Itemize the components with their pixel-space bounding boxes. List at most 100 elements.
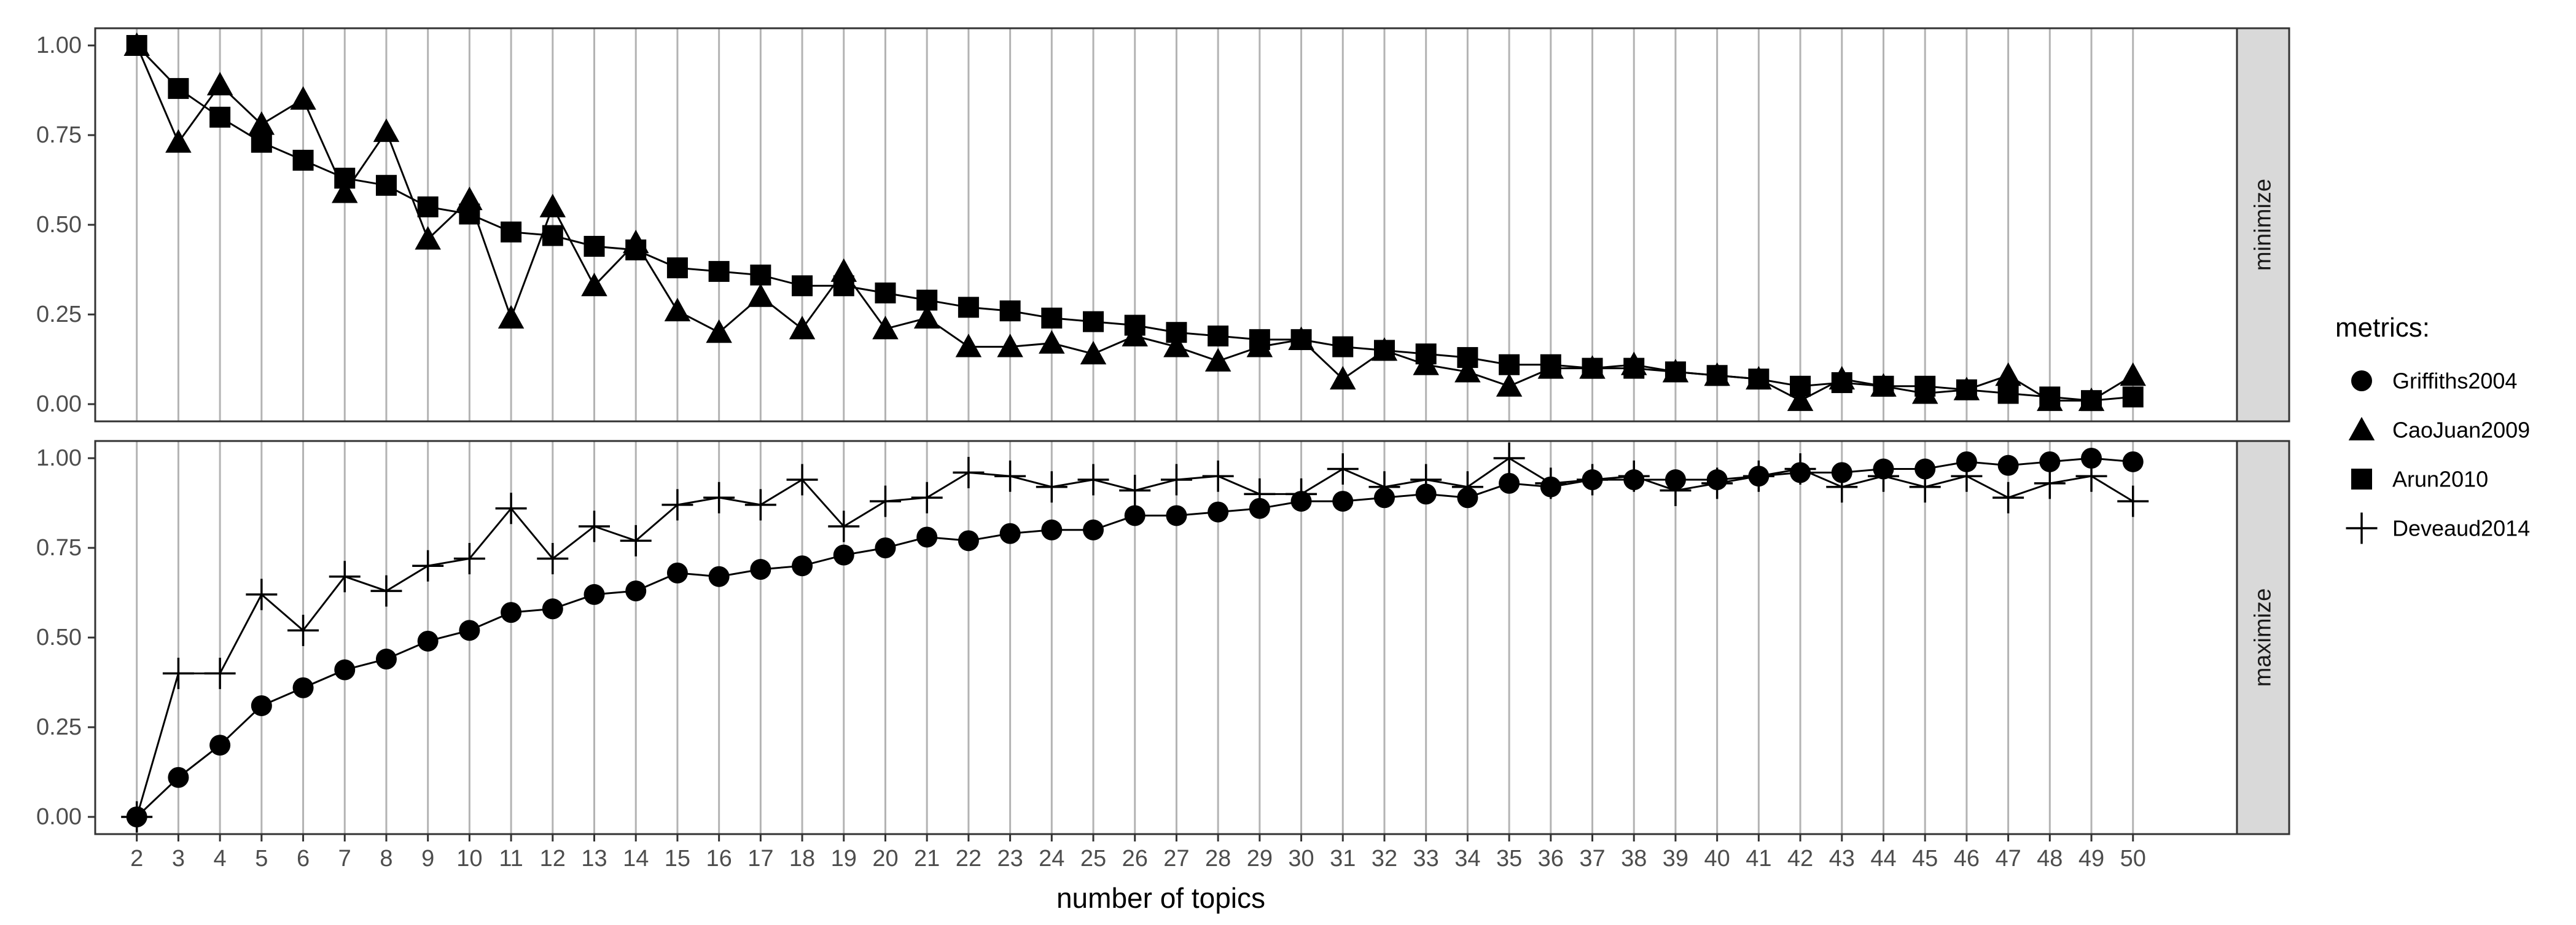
- data-point: [1956, 379, 1977, 400]
- x-tick-label: 49: [2078, 846, 2104, 872]
- data-point: [1623, 357, 1645, 379]
- data-point: [869, 485, 901, 517]
- data-point: [1451, 471, 1483, 503]
- data-point: [999, 300, 1021, 322]
- x-tick-label: 30: [1288, 846, 1314, 872]
- data-point: [375, 174, 397, 196]
- data-point: [620, 525, 652, 556]
- legend-key: [2351, 370, 2372, 391]
- data-point: [1997, 455, 2019, 476]
- y-tick-label: 0.50: [36, 212, 82, 238]
- data-point: [916, 289, 938, 311]
- legend-label: Arun2010: [2392, 467, 2488, 492]
- data-point: [1867, 460, 1899, 492]
- data-point: [542, 225, 563, 246]
- x-tick-label: 45: [1912, 846, 1938, 872]
- data-point: [1660, 475, 1692, 507]
- data-point: [1535, 467, 1567, 499]
- data-point: [833, 275, 854, 297]
- data-point: [165, 129, 192, 153]
- data-point: [415, 226, 441, 250]
- legend: metrics: Griffiths2004 CaoJuan2009 Arun2010…: [2335, 313, 2530, 544]
- data-point: [1496, 373, 1523, 397]
- data-point: [1080, 340, 1107, 365]
- legend-title: metrics:: [2335, 313, 2430, 343]
- data-point: [370, 575, 402, 607]
- x-tick-label: 17: [747, 846, 773, 872]
- data-point: [495, 493, 527, 525]
- legend-key: [2346, 512, 2378, 544]
- y-tick-label: 0.00: [36, 391, 82, 417]
- data-point: [329, 561, 361, 593]
- data-point: [875, 282, 896, 303]
- data-point: [287, 614, 319, 646]
- data-point: [542, 598, 563, 620]
- x-tick-label: 48: [2037, 846, 2063, 872]
- data-point: [789, 316, 816, 340]
- data-point: [833, 544, 854, 566]
- data-point: [1368, 471, 1400, 503]
- data-point: [1163, 334, 1190, 357]
- data-point: [1208, 501, 1229, 523]
- y-tick-label: 0.75: [36, 535, 82, 561]
- data-point: [958, 297, 979, 318]
- data-point: [292, 677, 314, 698]
- data-point: [1909, 471, 1941, 503]
- y-tick-label: 1.00: [36, 33, 82, 58]
- data-point: [792, 275, 813, 297]
- data-point: [334, 659, 356, 681]
- data-point: [1914, 375, 1936, 397]
- data-point: [501, 221, 522, 243]
- legend-entry: Arun2010: [2351, 467, 2488, 492]
- chart-panels: minimize 0.00 0.25 0.50 0.75 1.00 maximize 0.00…: [36, 27, 2290, 872]
- data-point: [1204, 348, 1231, 372]
- data-point: [584, 583, 605, 605]
- data-point: [1290, 329, 1312, 350]
- data-point: [625, 580, 647, 602]
- data-point: [955, 334, 982, 357]
- data-point: [2034, 467, 2066, 499]
- legend-label: Griffiths2004: [2392, 369, 2517, 394]
- x-tick-label: 32: [1372, 846, 1397, 872]
- data-point: [1787, 387, 1814, 412]
- data-point: [1119, 475, 1151, 507]
- data-point: [666, 562, 688, 583]
- data-point: [2039, 386, 2061, 408]
- data-point: [662, 489, 693, 521]
- y-tick-label: 0.00: [36, 804, 82, 830]
- data-point: [1041, 307, 1063, 329]
- data-point: [1332, 336, 1354, 357]
- y-tick-label: 0.25: [36, 302, 82, 327]
- data-point: [750, 264, 771, 286]
- x-tick-label: 22: [956, 846, 982, 872]
- legend-label: Deveaud2014: [2392, 516, 2530, 541]
- legend-label: CaoJuan2009: [2392, 418, 2530, 443]
- data-point: [911, 482, 943, 513]
- data-point: [1995, 362, 2021, 386]
- x-tick-label: 23: [997, 846, 1023, 872]
- legend-key: [2351, 469, 2372, 490]
- legend-entry: Griffiths2004: [2351, 369, 2517, 394]
- data-point: [579, 510, 611, 542]
- data-point: [126, 35, 147, 56]
- data-point: [1784, 453, 1816, 485]
- x-tick-label: 8: [380, 846, 392, 872]
- data-point: [1410, 464, 1442, 496]
- data-point: [412, 550, 444, 582]
- data-point: [334, 168, 356, 189]
- data-point: [1330, 365, 1356, 390]
- panel-background: [95, 441, 2237, 834]
- data-point: [1286, 478, 1317, 510]
- x-tick-label: 3: [172, 846, 185, 872]
- x-tick-label: 46: [1954, 846, 1980, 872]
- x-tick-label: 21: [914, 846, 940, 872]
- x-tick-label: 34: [1454, 846, 1480, 872]
- x-tick-label: 37: [1579, 846, 1605, 872]
- x-tick-label: 9: [421, 846, 434, 872]
- data-point: [246, 579, 278, 611]
- data-point: [750, 559, 771, 580]
- data-point: [958, 530, 979, 552]
- data-point: [1124, 505, 1146, 526]
- data-point: [1332, 491, 1354, 512]
